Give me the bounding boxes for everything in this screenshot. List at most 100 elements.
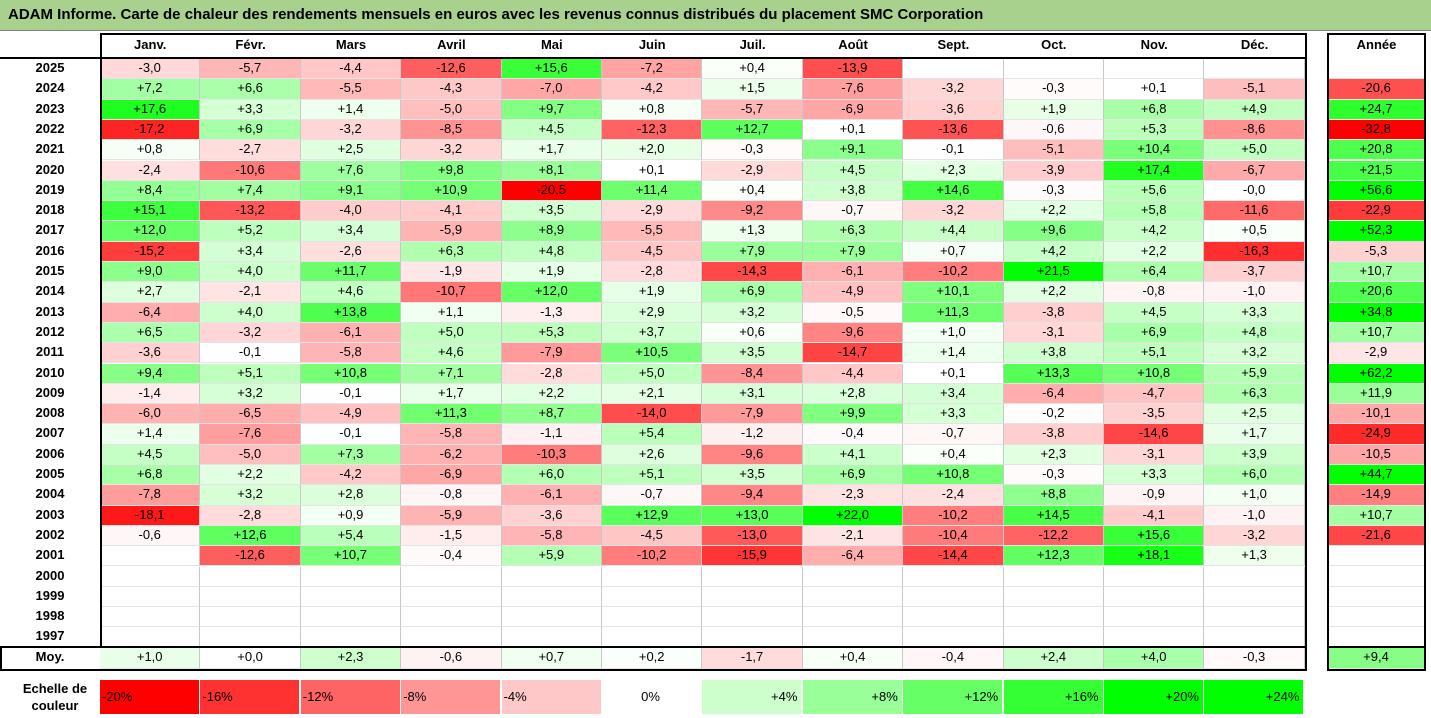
annual-cell: -32,8 [1327, 119, 1426, 141]
heatmap-cell: +4,4 [903, 221, 1004, 242]
average-cell: -0,6 [401, 648, 502, 669]
heatmap-cell: -0,7 [602, 485, 703, 506]
heatmap-cell: -0,6 [100, 525, 201, 547]
heatmap-cell: +15,6 [501, 59, 602, 80]
chart-title: ADAM Informe. Carte de chaleur des rende… [8, 6, 984, 23]
heatmap-cell: +6,8 [100, 465, 201, 486]
heatmap-cell: +1,7 [501, 140, 602, 161]
heatmap-cell: -1,4 [100, 383, 201, 405]
heatmap-cell: +2,6 [602, 444, 703, 465]
color-scale-step: +12% [903, 680, 1004, 714]
heatmap-cell: -4,4 [300, 59, 402, 80]
heatmap-cell: +21,5 [1003, 262, 1104, 283]
heatmap-cell: +1,1 [401, 302, 502, 323]
row-year-label: 1999 [35, 587, 65, 603]
heatmap-cell: -1,3 [501, 302, 602, 323]
heatmap-cell: -14,4 [903, 546, 1004, 567]
month-header: Févr. [235, 37, 266, 52]
row-year-label: 1998 [35, 608, 65, 624]
color-scale-step: +16% [1003, 680, 1104, 714]
color-scale-step: -8% [401, 680, 502, 714]
heatmap-cell: -4,3 [401, 79, 502, 100]
heatmap-cell: -2,1 [200, 282, 301, 303]
heatmap-cell: -2,8 [200, 505, 301, 526]
color-scale-step: 0% [602, 680, 702, 714]
heatmap-cell: +3,3 [1204, 302, 1305, 323]
heatmap-cell: +0,4 [702, 180, 803, 202]
heatmap-cell: +9,4 [100, 363, 201, 384]
heatmap-cell [702, 607, 803, 628]
heatmap-cell: +9,9 [802, 404, 904, 425]
heatmap-cell: -4,9 [300, 404, 402, 425]
heatmap-cell [1003, 627, 1104, 648]
heatmap-cell: -5,5 [602, 221, 703, 242]
heatmap-cell: -0,5 [802, 302, 904, 323]
heatmap-cell: -0,1 [300, 383, 402, 405]
heatmap-cell [100, 566, 201, 587]
heatmap-cell: +2,3 [903, 160, 1004, 181]
heatmap-cell: +1,3 [702, 221, 803, 242]
heatmap-cell: +5,0 [401, 322, 502, 344]
heatmap-cell: -20,5 [501, 180, 602, 202]
heatmap-cell: +0,4 [903, 444, 1004, 465]
heatmap-cell: -0,4 [401, 546, 502, 567]
heatmap-cell: -4,1 [1104, 505, 1205, 526]
heatmap-cell: +10,9 [401, 180, 502, 202]
average-cell: +0,7 [501, 648, 602, 669]
heatmap-cell: -0,6 [1003, 119, 1104, 141]
heatmap-cell: +12,7 [702, 119, 803, 141]
average-cell: -1,7 [702, 648, 803, 669]
color-scale-step: -4% [501, 680, 602, 714]
heatmap-cell: -5,9 [401, 221, 502, 242]
annual-cell: -20,6 [1327, 79, 1426, 100]
heatmap-cell: +9,0 [100, 262, 201, 283]
heatmap-cell: +3,4 [300, 221, 402, 242]
heatmap-cell: +3,7 [602, 322, 703, 344]
heatmap-cell: +2,0 [602, 140, 703, 161]
heatmap-cell [1104, 627, 1205, 648]
heatmap-cell: +10,8 [903, 465, 1004, 486]
heatmap-cell: -10,2 [903, 505, 1004, 526]
heatmap-cell: -4,2 [602, 79, 703, 100]
heatmap-cell: -2,9 [602, 201, 703, 222]
month-header: Sept. [937, 37, 970, 52]
heatmap-cell [501, 566, 602, 587]
heatmap-cell: -0,3 [1003, 79, 1104, 100]
heatmap-cell [602, 586, 703, 608]
row-year-label: 2012 [35, 323, 65, 339]
heatmap-cell: -1,0 [1204, 505, 1305, 526]
heatmap-cell: -3,7 [1204, 262, 1305, 283]
heatmap-cell: -0,2 [1003, 404, 1104, 425]
month-header: Juin [638, 37, 666, 52]
heatmap-cell: +14,5 [1003, 505, 1104, 526]
heatmap-cell: +0,8 [602, 99, 703, 120]
heatmap-cell: +11,3 [401, 404, 502, 425]
row-year-label: 2015 [35, 263, 65, 278]
annual-cell: +52,3 [1327, 221, 1426, 242]
heatmap-cell: -0,8 [1104, 282, 1205, 303]
heatmap-cell: -7,6 [802, 79, 904, 100]
heatmap-cell: -15,2 [100, 241, 201, 262]
heatmap-cell [401, 627, 502, 648]
row-year-label: 2004 [35, 486, 65, 502]
heatmap-cell: -6,9 [401, 465, 502, 486]
heatmap-cell: +5,1 [1104, 343, 1205, 364]
annual-cell: +44,7 [1327, 465, 1426, 486]
heatmap-cell: +12,0 [100, 221, 201, 242]
color-scale-step: +20% [1104, 680, 1204, 714]
heatmap-cell: +8,7 [501, 404, 602, 425]
heatmap-cell: -8,4 [702, 363, 803, 384]
row-year-label: 2000 [35, 567, 65, 583]
heatmap-cell: +7,6 [300, 160, 402, 181]
heatmap-cell: -0,9 [1104, 485, 1205, 506]
heatmap-cell: +6,0 [501, 465, 602, 486]
heatmap-cell: +11,3 [903, 302, 1004, 323]
heatmap-cell [702, 627, 803, 648]
row-year-label: 2007 [35, 425, 65, 441]
heatmap-cell: -10,4 [903, 525, 1004, 547]
heatmap-cell: +3,2 [200, 485, 301, 506]
row-year-label: 2021 [35, 141, 65, 157]
heatmap-cell: -10,2 [903, 262, 1004, 283]
heatmap-cell: -13,9 [802, 59, 904, 80]
heatmap-cell: +0,4 [702, 59, 803, 80]
